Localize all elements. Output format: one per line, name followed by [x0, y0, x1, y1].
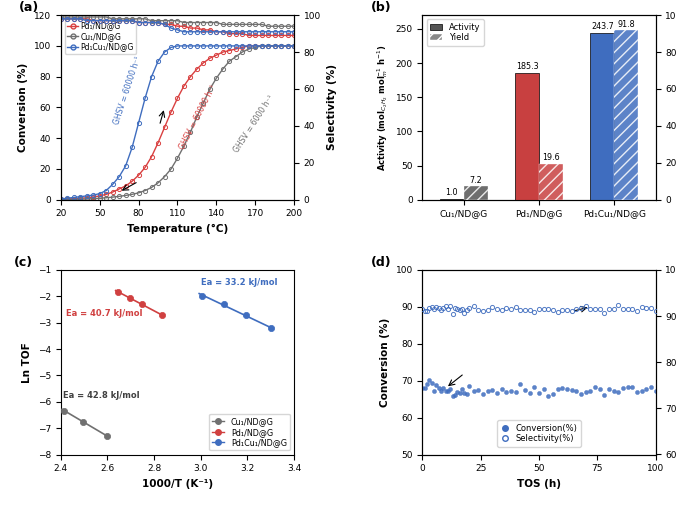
Text: 19.6: 19.6	[542, 153, 560, 162]
Text: Ea = 42.8 kJ/mol: Ea = 42.8 kJ/mol	[63, 391, 140, 400]
Text: GHSV = 60000 h⁻¹: GHSV = 60000 h⁻¹	[113, 55, 143, 126]
Text: (c): (c)	[14, 256, 33, 269]
Text: 91.8: 91.8	[618, 20, 635, 29]
Text: (a): (a)	[19, 2, 39, 15]
Y-axis label: Conversion (%): Conversion (%)	[380, 318, 390, 407]
Y-axis label: Activity (mol$_{C_2H_2}$ mol$_m^{-1}$ h$^{-1}$): Activity (mol$_{C_2H_2}$ mol$_m^{-1}$ h$…	[375, 44, 390, 171]
Bar	[614, 30, 638, 200]
Text: (d): (d)	[371, 256, 391, 269]
X-axis label: TOS (h): TOS (h)	[517, 479, 561, 489]
Text: 243.7: 243.7	[591, 22, 614, 31]
Text: (b): (b)	[371, 2, 391, 15]
Bar	[539, 164, 563, 200]
Bar	[590, 33, 614, 200]
Text: 1.0: 1.0	[445, 188, 458, 197]
Legend: Pd₁/ND@G, Cu₁/ND@G, Pd₁Cu₁/ND@G: Pd₁/ND@G, Cu₁/ND@G, Pd₁Cu₁/ND@G	[65, 19, 137, 54]
Y-axis label: Selectivity (%): Selectivity (%)	[327, 65, 337, 150]
Text: 7.2: 7.2	[470, 176, 482, 185]
X-axis label: 1000/T (K⁻¹): 1000/T (K⁻¹)	[142, 479, 213, 489]
Y-axis label: Conversion (%): Conversion (%)	[18, 63, 28, 152]
Legend: Activity, Yield: Activity, Yield	[427, 19, 484, 45]
Bar	[464, 186, 488, 200]
Text: Ea = 40.7 kJ/mol: Ea = 40.7 kJ/mol	[66, 309, 142, 318]
Bar	[440, 199, 464, 200]
Text: Ea = 33.2 kJ/mol: Ea = 33.2 kJ/mol	[201, 278, 277, 287]
Bar	[515, 73, 539, 200]
Text: GHSV = 6000 h⁻¹: GHSV = 6000 h⁻¹	[232, 93, 276, 154]
Legend: Conversion(%), Selectivity(%): Conversion(%), Selectivity(%)	[498, 420, 581, 446]
Text: 185.3: 185.3	[516, 62, 538, 71]
Y-axis label: Ln TOF: Ln TOF	[22, 342, 32, 383]
Legend: Cu₁/ND@G, Pd₁/ND@G, Pd₁Cu₁/ND@G: Cu₁/ND@G, Pd₁/ND@G, Pd₁Cu₁/ND@G	[209, 414, 290, 450]
X-axis label: Temperature (°C): Temperature (°C)	[127, 224, 228, 234]
Text: GHSV = 60000 h⁻¹: GHSV = 60000 h⁻¹	[178, 83, 218, 150]
